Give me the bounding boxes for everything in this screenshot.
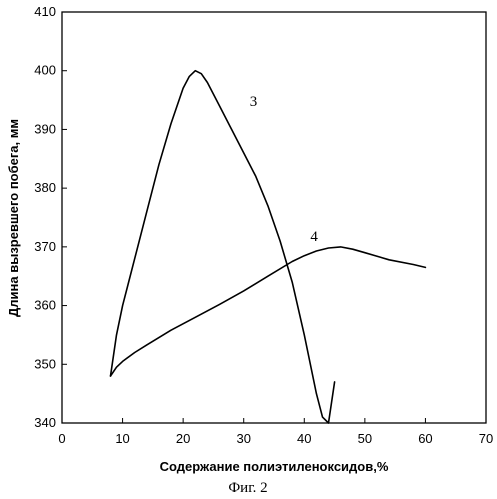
- x-tick-label: 40: [297, 431, 311, 446]
- y-tick-label: 380: [34, 180, 56, 195]
- x-tick-label: 30: [236, 431, 250, 446]
- x-axis-title: Содержание полиэтиленоксидов,%: [160, 459, 389, 474]
- x-tick-label: 50: [358, 431, 372, 446]
- x-tick-label: 70: [479, 431, 493, 446]
- y-tick-label: 400: [34, 63, 56, 78]
- plot-frame: [62, 12, 486, 423]
- y-axis-title: Длина вызревшего побега, мм: [6, 119, 21, 317]
- x-tick-label: 0: [58, 431, 65, 446]
- y-tick-label: 390: [34, 121, 56, 136]
- y-tick-label: 340: [34, 415, 56, 430]
- y-tick-label: 360: [34, 298, 56, 313]
- y-tick-label: 350: [34, 356, 56, 371]
- curve-labels: 34: [250, 94, 319, 245]
- x-tick-label: 10: [115, 431, 129, 446]
- series-line-4: [111, 247, 426, 376]
- curve-label-3: 3: [250, 94, 258, 110]
- curves: [111, 71, 426, 423]
- series-line-3: [111, 71, 335, 423]
- x-tick-label: 60: [418, 431, 432, 446]
- y-tick-label: 370: [34, 239, 56, 254]
- x-axis-ticks: 0 10 20 30 40 50 60 70: [58, 418, 493, 446]
- curve-label-4: 4: [310, 229, 318, 245]
- y-tick-label: 410: [34, 4, 56, 19]
- figure-caption: Фиг. 2: [228, 480, 267, 496]
- x-tick-label: 20: [176, 431, 190, 446]
